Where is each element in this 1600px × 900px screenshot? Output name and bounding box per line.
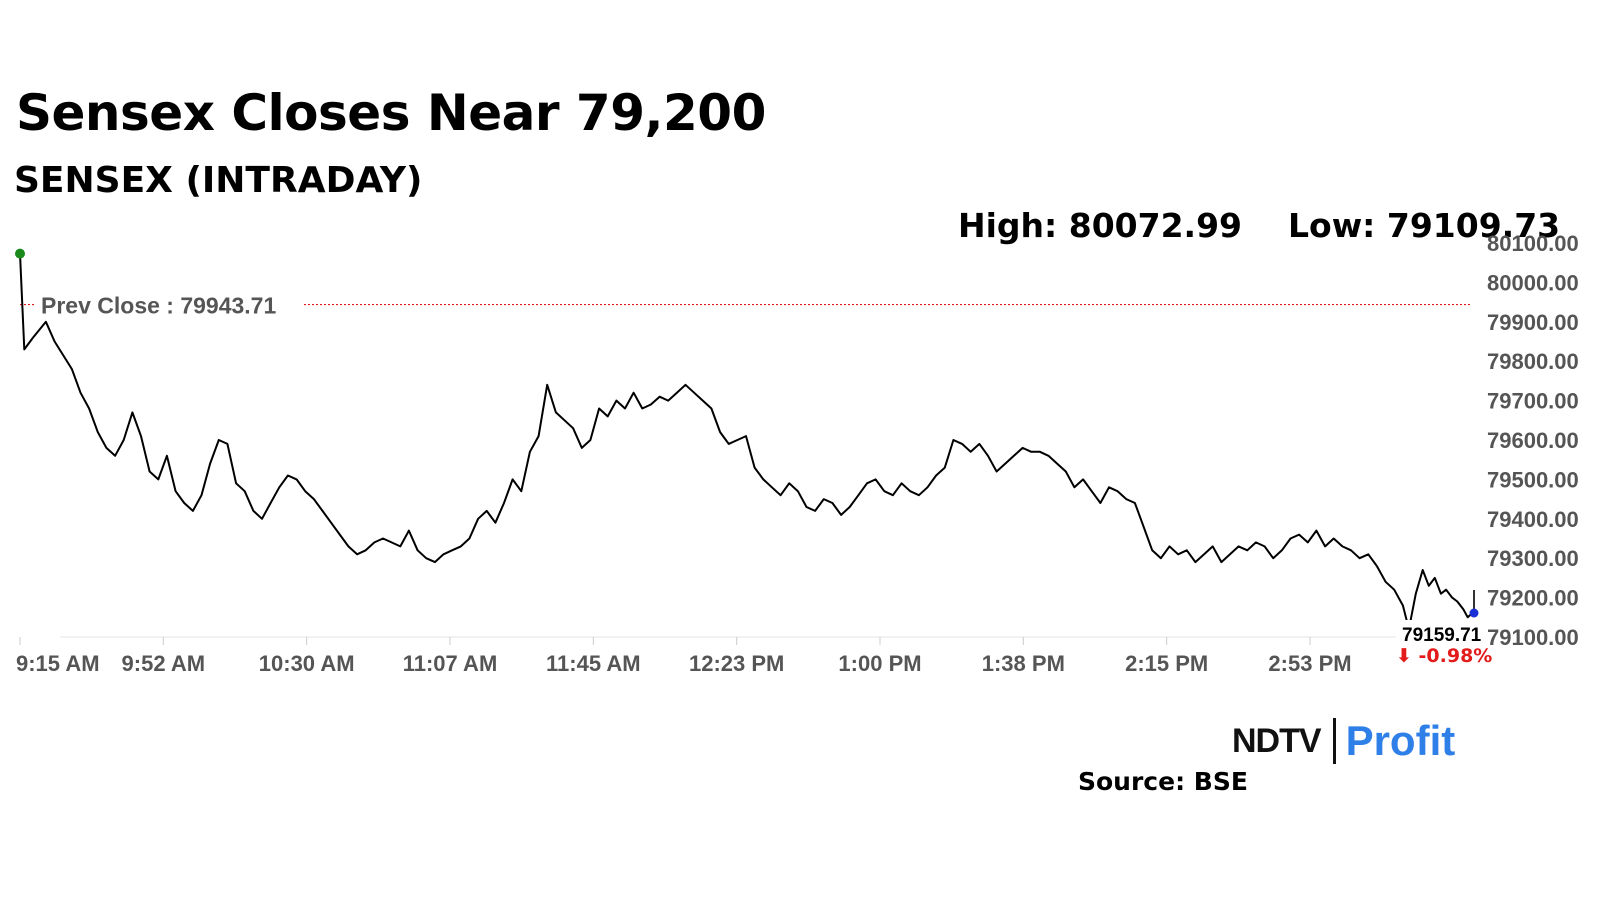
y-tick-label: 80000.00 — [1487, 270, 1579, 295]
change-percent-label: ⬇ -0.98% — [1396, 645, 1492, 667]
y-tick-label: 79200.00 — [1487, 586, 1579, 611]
y-tick-label: 79600.00 — [1487, 428, 1579, 453]
x-tick-label: 2:15 PM — [1125, 651, 1208, 676]
close-label-bg — [1396, 620, 1488, 664]
x-tick-label: 11:45 AM — [546, 651, 641, 676]
last-price-marker — [1469, 608, 1479, 618]
x-tick-label: 10:30 AM — [259, 651, 355, 676]
x-tick-label: 1:00 PM — [838, 651, 921, 676]
logo-ndtv-text: NDTV — [1232, 721, 1322, 760]
chart-subtitle: SENSEX (INTRADAY) — [14, 160, 423, 201]
high-label: High: 80072.99 — [958, 206, 1242, 245]
x-tick-label: 12:23 PM — [689, 651, 784, 676]
y-tick-label: 79900.00 — [1487, 310, 1579, 335]
prev-close-label-bg — [34, 286, 304, 319]
y-tick-label: 80100.00 — [1487, 231, 1579, 256]
low-label: Low: 79109.73 — [1288, 206, 1561, 245]
x-tick-label: 9:15 AM — [16, 651, 100, 676]
x-tick-label: 2:53 PM — [1268, 651, 1351, 676]
x-tick-label: 1:38 PM — [982, 651, 1065, 676]
sensex-price-line — [19, 253, 1473, 631]
y-tick-label: 79300.00 — [1487, 546, 1579, 571]
y-tick-label: 79400.00 — [1487, 507, 1579, 532]
chart-title: Sensex Closes Near 79,200 — [16, 84, 766, 142]
source-note: Source: BSE — [1078, 767, 1248, 796]
logo-divider — [1332, 718, 1336, 764]
x-tick-label: 11:07 AM — [403, 651, 498, 676]
close-value-label: 79159.71 — [1402, 625, 1482, 646]
y-tick-label: 79500.00 — [1487, 467, 1579, 492]
y-tick-label: 79800.00 — [1487, 349, 1579, 374]
x-tick-label: 9:52 AM — [122, 651, 206, 676]
open-high-marker — [15, 248, 25, 259]
prev-close-label: Prev Close : 79943.71 — [41, 293, 276, 319]
ndtv-profit-logo: NDTV Profit — [1232, 716, 1455, 766]
y-tick-label: 79100.00 — [1487, 625, 1579, 650]
y-tick-label: 79700.00 — [1487, 389, 1579, 414]
logo-profit-text: Profit — [1345, 717, 1456, 764]
